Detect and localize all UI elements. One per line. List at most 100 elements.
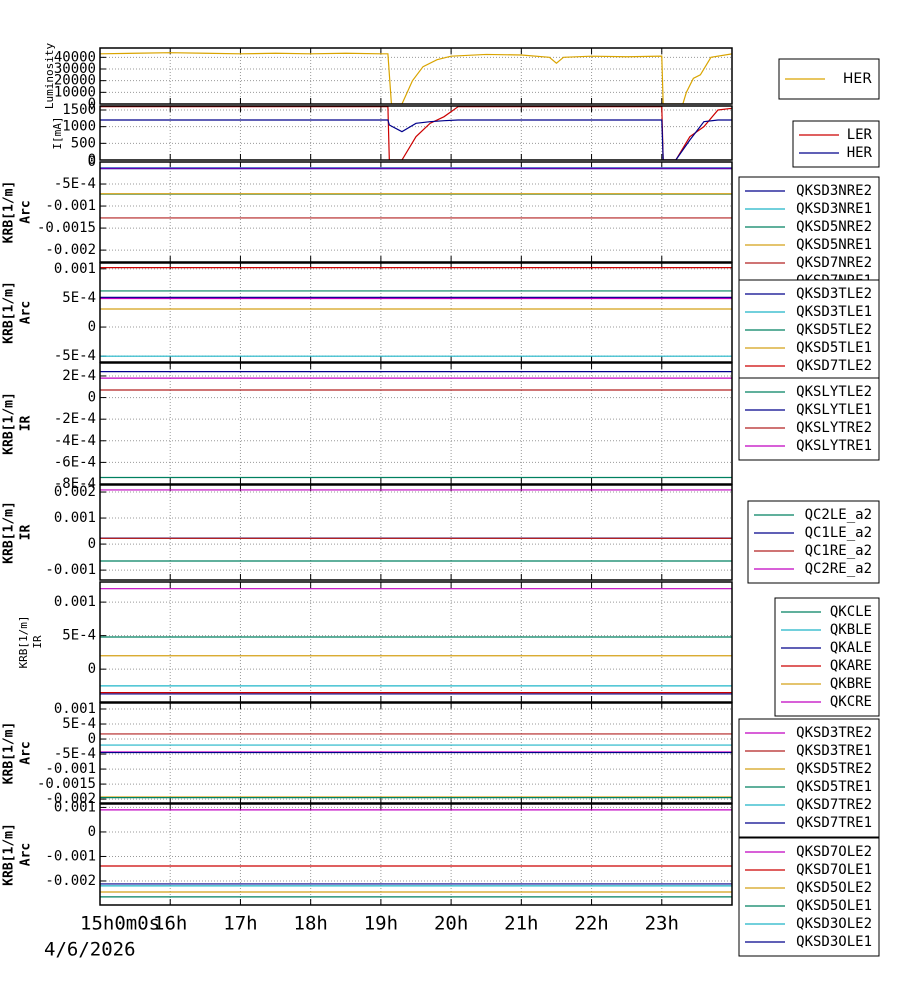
legend-label: QKSLYTRE1 [796, 438, 872, 454]
panel-border [99, 262, 733, 363]
y-tick-label: 20000 [54, 73, 96, 89]
y-axis-label: I[mA] [51, 116, 64, 149]
y-tick-label: -2E-4 [54, 411, 96, 427]
y-axis-label: Arc [19, 200, 34, 223]
legend-label: QKSD5TLE1 [796, 340, 872, 356]
panel-frame [100, 804, 732, 905]
y-tick-label: -0.002 [45, 242, 96, 258]
y-tick-label: 30000 [54, 61, 96, 77]
y-axis-label: Arc [19, 741, 34, 764]
y-tick-label: -0.001 [45, 761, 96, 777]
y-tick-label: -0.001 [45, 198, 96, 214]
y-axis-label: Luminosity [43, 43, 56, 110]
x-tick-label: 16h [153, 913, 187, 935]
y-tick-label: -0.001 [45, 562, 96, 578]
y-tick-label: 0 [88, 824, 96, 840]
x-tick-label: 17h [223, 913, 257, 935]
panel-border [99, 484, 733, 581]
x-tick-label: 19h [364, 913, 398, 935]
legend-label: QKALE [830, 640, 872, 656]
legend-label: QKSD3TLE2 [796, 286, 872, 302]
legend-label: QC1RE_a2 [805, 543, 872, 559]
legend-label: QC2LE_a2 [805, 507, 872, 523]
y-axis-label: IR [19, 416, 34, 432]
x-tick-label: 20h [434, 913, 468, 935]
y-tick-label: 0.001 [54, 594, 96, 610]
legend-label: LER [847, 127, 873, 143]
x-tick-label: 18h [294, 913, 328, 935]
legend-label: QKSD7OLE1 [796, 862, 872, 878]
legend-box [738, 718, 880, 838]
legend-label: QKSD5TRE1 [796, 779, 872, 795]
y-axis-label: IR [19, 525, 34, 541]
y-tick-label: 0 [88, 152, 96, 168]
legend-label: QKSD5TLE2 [796, 322, 872, 338]
y-tick-label: -0.0015 [37, 776, 96, 792]
legend-label: QKCRE [830, 694, 872, 710]
legend-label: QKSD3NRE1 [796, 201, 872, 217]
legend-label: QKSD5TRE2 [796, 761, 872, 777]
legend-label: QC1LE_a2 [805, 525, 872, 541]
legend-label: QKBRE [830, 676, 872, 692]
plot-area [100, 588, 732, 695]
panel-frame [100, 485, 732, 580]
y-tick-label: 0.001 [54, 701, 96, 717]
legend-label: QKSD3TRE1 [796, 743, 872, 759]
y-tick-label: -5E-4 [54, 746, 96, 762]
y-tick-label: 500 [71, 135, 96, 151]
y-tick-label: -4E-4 [54, 433, 96, 449]
y-tick-label: 2E-4 [62, 368, 96, 384]
panel-frame [100, 363, 732, 484]
y-axis-label: Arc [19, 843, 34, 866]
legend-label: QKSD5NRE1 [796, 237, 872, 253]
y-axis-label: KRB[1/m] [2, 392, 17, 455]
panel-frame [100, 162, 732, 262]
y-tick-label: -0.001 [45, 848, 96, 864]
panel-frame [100, 106, 732, 160]
legend-label: QKBLE [830, 622, 872, 638]
y-tick-label: 1500 [62, 102, 96, 118]
y-axis-label: KRB[1/m] [2, 501, 17, 564]
y-tick-label: 5E-4 [62, 628, 96, 644]
legend-label: QKSD7OLE2 [796, 844, 872, 860]
y-axis-label: Arc [19, 301, 34, 324]
legend-label: QKSD7TRE2 [796, 797, 872, 813]
legend-box [738, 837, 880, 957]
legend-label: HER [847, 145, 873, 161]
series-line [100, 119, 732, 160]
y-tick-label: 5E-4 [62, 290, 96, 306]
legend-label: QKSD3NRE2 [796, 183, 872, 199]
x-tick-label: 23h [645, 913, 679, 935]
y-tick-label: -8E-4 [54, 476, 96, 492]
plot-area [100, 371, 732, 479]
panel-border [99, 47, 733, 105]
panel-border [99, 581, 733, 703]
y-tick-label: 0 [88, 536, 96, 552]
y-tick-label: 0.001 [54, 510, 96, 526]
legend-label: QC2RE_a2 [805, 561, 872, 577]
y-tick-label: 0 [88, 390, 96, 406]
y-tick-label: 0 [88, 731, 96, 747]
y-tick-label: 0 [88, 661, 96, 677]
panel-border [99, 105, 733, 161]
legend-label: QKSD3OLE1 [796, 934, 872, 950]
legend-label: QKSLYTLE1 [796, 402, 872, 418]
y-tick-label: -6E-4 [54, 454, 96, 470]
y-axis-label: KRB[1/m] [2, 281, 17, 344]
legend-label: QKCLE [830, 604, 872, 620]
plot-area [100, 809, 732, 898]
y-tick-label: 0 [88, 319, 96, 335]
y-tick-label: 5E-4 [62, 716, 96, 732]
panel-frame [100, 582, 732, 702]
plot-area [100, 267, 732, 357]
legend-label: QKSD3TRE2 [796, 725, 872, 741]
y-tick-label: 0.001 [54, 261, 96, 277]
legend-label: QKSD7NRE2 [796, 255, 872, 271]
y-tick-label: 10000 [54, 84, 96, 100]
series-line [100, 52, 732, 104]
panel-border [99, 803, 733, 906]
y-tick-label: -0.0015 [37, 220, 96, 236]
legend-label: HER [843, 71, 872, 87]
y-axis-label: KRB[1/m] [2, 823, 17, 886]
